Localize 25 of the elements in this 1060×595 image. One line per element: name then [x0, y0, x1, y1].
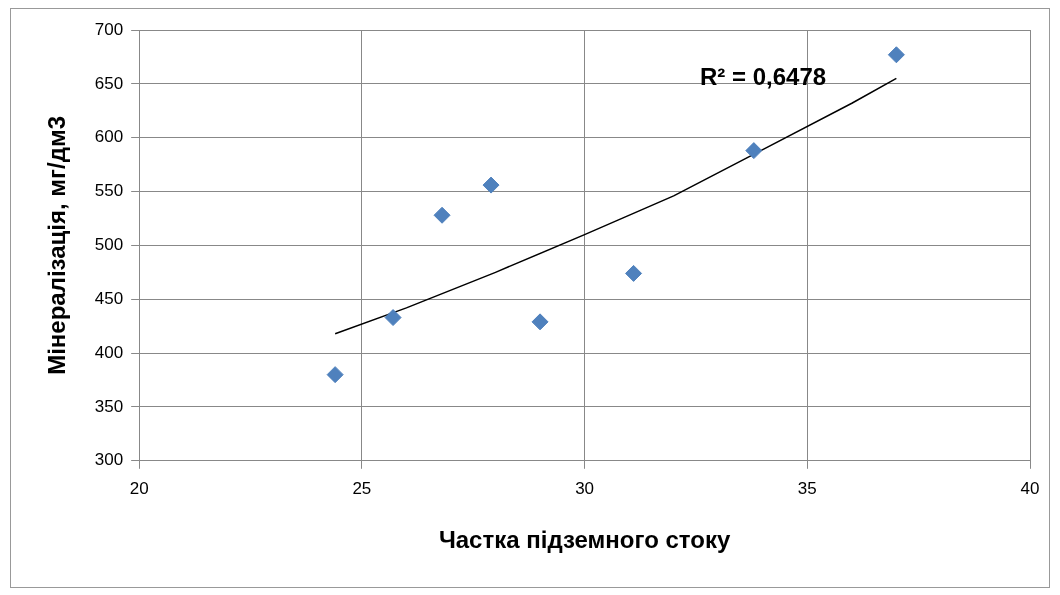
y-tick-label: 600: [94, 127, 124, 147]
y-tick-label: 650: [94, 73, 124, 93]
point: [531, 313, 549, 331]
point: [482, 176, 500, 194]
point: [625, 264, 643, 282]
x-tick-label: 40: [1020, 478, 1040, 498]
y-tick-label: 500: [94, 235, 124, 255]
point: [326, 366, 344, 384]
y-tick-label: 450: [94, 288, 124, 308]
x-tick-label: 25: [352, 478, 372, 498]
x-axis-title: Частка підземного стоку: [438, 526, 731, 554]
x-tick-label: 20: [129, 478, 149, 498]
y-tick-label: 550: [94, 181, 124, 201]
point: [384, 309, 402, 327]
point: [887, 46, 905, 64]
annotation: R² = 0,6478: [700, 63, 827, 90]
y-tick-label: 300: [94, 450, 124, 470]
x-tick-label: 35: [797, 478, 817, 498]
x-tick-label: 30: [575, 478, 595, 498]
point: [745, 142, 763, 160]
y-tick-label: 350: [94, 396, 124, 416]
y-tick-label: 700: [94, 19, 124, 39]
y-tick-label: 400: [94, 342, 124, 362]
y-axis-title: Мінералізація, мг/дм3: [43, 115, 71, 375]
point: [433, 206, 451, 224]
